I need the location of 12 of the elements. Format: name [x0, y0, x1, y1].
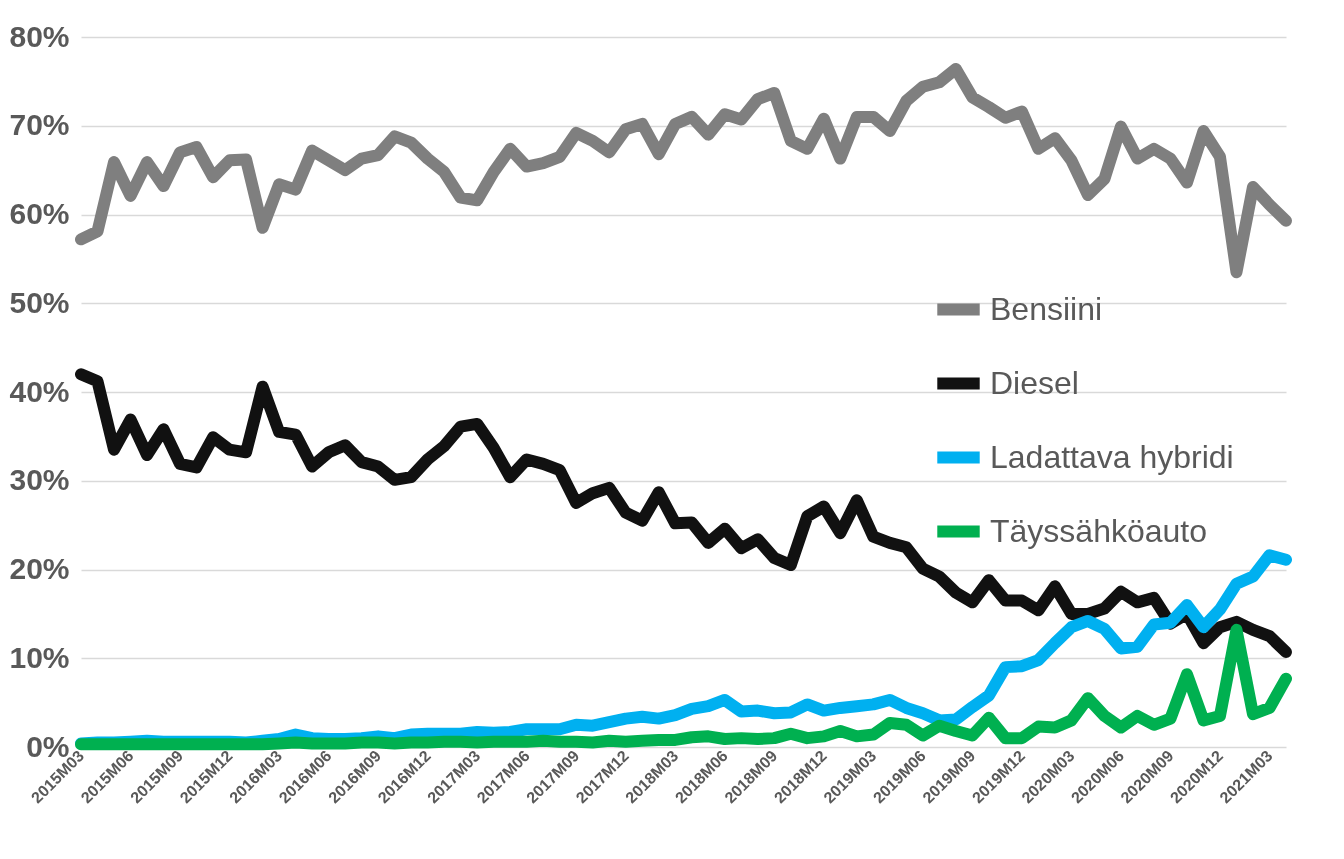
legend-label: Diesel [990, 364, 1079, 401]
y-tick-label: 30% [9, 463, 70, 497]
y-tick-label: 70% [9, 108, 70, 142]
y-tick-label: 40% [9, 374, 70, 408]
legend-label: Bensiini [990, 290, 1103, 327]
y-tick-label: 10% [9, 640, 70, 674]
y-tick-label: 50% [9, 285, 70, 319]
legend-label: Täyssähköauto [990, 512, 1208, 549]
y-tick-label: 60% [9, 197, 70, 230]
y-tick-label: 80% [9, 19, 70, 53]
legend-label: Ladattava hybridi [990, 438, 1234, 475]
y-tick-label: 20% [9, 552, 70, 585]
